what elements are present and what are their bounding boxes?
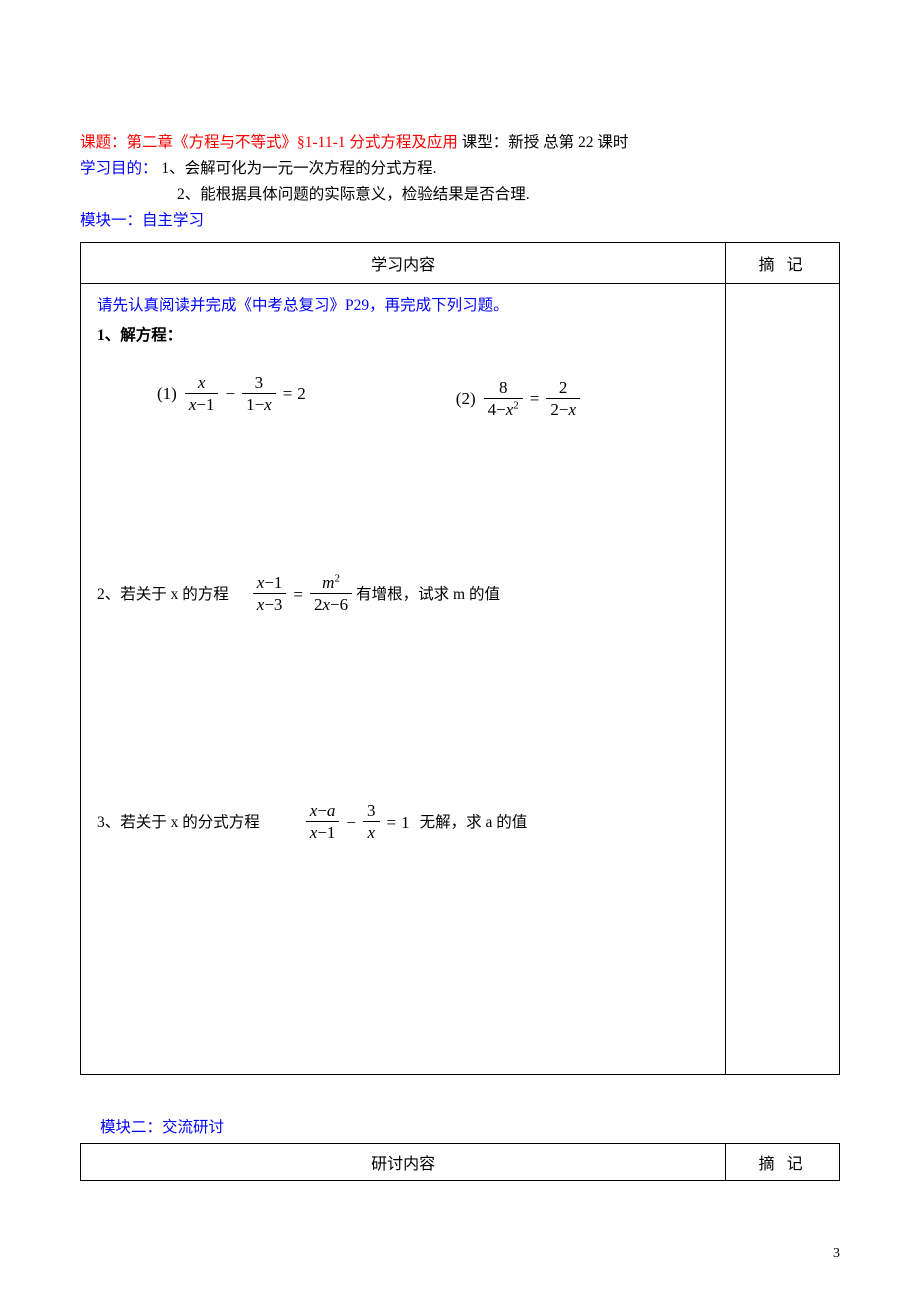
q2-f2-den-r: 6 — [340, 595, 349, 614]
col-content-header: 学习内容 — [81, 243, 726, 284]
eq2-f2-num: 2 — [559, 378, 568, 397]
page-number: 3 — [833, 1246, 840, 1262]
discussion-table: 研讨内容 摘 记 — [80, 1143, 840, 1181]
objectives-line-1: 学习目的： 1、会解可化为一元一次方程的分式方程. — [80, 156, 840, 182]
eq2-f2-den-r: x — [568, 400, 576, 419]
eq1-rhs: 2 — [297, 382, 306, 406]
workspace-gap-1 — [97, 428, 709, 573]
q2-f1-den-op: − — [264, 595, 274, 614]
eq2-f2-den-l: 2 — [550, 400, 559, 419]
q2-pre: 2、若关于 x 的方程 — [97, 583, 229, 607]
q2-f2-den-var: x — [323, 595, 331, 614]
table-header-row: 学习内容 摘 记 — [81, 243, 840, 284]
q2-f2-den-l: 2 — [314, 595, 323, 614]
q2-f1-num-r: 1 — [274, 573, 283, 592]
objective-2: 2、能根据具体问题的实际意义，检验结果是否合理. — [80, 182, 840, 208]
q3-rhs: 1 — [401, 811, 410, 835]
eq2-eq: = — [525, 387, 545, 411]
table-body-row: 请先认真阅读并完成《中考总复习》P29，再完成下列习题。 1、解方程： (1) … — [81, 284, 840, 1075]
study-table: 学习内容 摘 记 请先认真阅读并完成《中考总复习》P29，再完成下列习题。 1、… — [80, 242, 840, 1075]
q2-f2-num-exp: 2 — [334, 572, 340, 584]
q2-frac2: m2 2x−6 — [310, 573, 352, 616]
eq1-f1-den-op: − — [196, 395, 206, 414]
eq1-f2-den-op: − — [255, 395, 265, 414]
q3-f1-num-op: − — [317, 801, 327, 820]
eq2-f1-den-r-exp: 2 — [513, 399, 519, 411]
eq1-f2-num: 3 — [255, 373, 264, 392]
q2-equation: x−1 x−3 = m2 2x−6 — [251, 573, 354, 616]
q3-frac2: 3 x — [363, 801, 380, 844]
eq1-eq: = — [278, 382, 298, 406]
q2-f2-den-op: − — [330, 595, 340, 614]
q2-eq-sign: = — [288, 583, 308, 607]
eq2-frac1: 8 4−x2 — [484, 378, 523, 421]
col2-content-header: 研讨内容 — [81, 1144, 726, 1181]
q3-f1-den-r: 1 — [327, 823, 336, 842]
q3-f2-num: 3 — [367, 801, 376, 820]
q1-label: 1、解方程： — [97, 324, 709, 348]
eq1-f1-den-r: 1 — [206, 395, 215, 414]
q3-eq-sign: = — [382, 811, 402, 835]
eq2-frac2: 2 2−x — [546, 378, 580, 421]
content-cell: 请先认真阅读并完成《中考总复习》P29，再完成下列习题。 1、解方程： (1) … — [81, 284, 726, 1075]
module2-label: 模块二：交流研讨 — [100, 1115, 840, 1137]
eq1-minus: − — [220, 382, 240, 406]
eq2-f1-num: 8 — [499, 378, 508, 397]
q3-equation: x−a x−1 − 3 x = 1 — [304, 801, 410, 844]
eq1-frac1: x x−1 — [185, 373, 219, 416]
eq1-f1-num: x — [198, 373, 206, 392]
q2-line: 2、若关于 x 的方程 x−1 x−3 = m2 2x−6 有增根，试求 m 的… — [97, 573, 709, 616]
q2-f1-num-op: − — [264, 573, 274, 592]
eq2-f1-den-op: − — [496, 400, 506, 419]
workspace-gap-2 — [97, 616, 709, 801]
q2-frac1: x−1 x−3 — [253, 573, 287, 616]
title-black-tail: 课型：新授 总第 22 课时 — [458, 134, 629, 151]
eq1-label: (1) — [157, 382, 177, 406]
q3-f2-den: x — [367, 823, 375, 842]
workspace-gap-3 — [97, 844, 709, 1054]
eq1-frac2: 3 1−x — [242, 373, 276, 416]
q3-f1-den-op: − — [317, 823, 327, 842]
table2-header-row: 研讨内容 摘 记 — [81, 1144, 840, 1181]
q2-f2-num-base: m — [322, 573, 334, 592]
eq2-f2-den-op: − — [559, 400, 569, 419]
q3-line: 3、若关于 x 的分式方程 x−a x−1 − 3 x = 1 — [97, 801, 709, 844]
q3-post: 无解，求 a 的值 — [420, 811, 528, 835]
objectives-label: 学习目的： — [80, 160, 158, 177]
page: 课题：第二章《方程与不等式》§1-11-1 分式方程及应用 课型：新授 总第 2… — [0, 0, 920, 1302]
objective-1: 1、会解可化为一元一次方程的分式方程. — [158, 160, 437, 177]
eq2-label: (2) — [456, 387, 476, 411]
equation-row-1: (1) x x−1 − 3 1−x = 2 — [97, 366, 709, 422]
equation-2: (2) 8 4−x2 = 2 2−x — [456, 376, 582, 422]
instruction-line: 请先认真阅读并完成《中考总复习》P29，再完成下列习题。 — [97, 294, 709, 318]
eq2-f1-den-l: 4 — [488, 400, 497, 419]
q3-pre: 3、若关于 x 的分式方程 — [97, 811, 260, 835]
title-red: 课题：第二章《方程与不等式》§1-11-1 分式方程及应用 — [80, 134, 458, 151]
q2-post: 有增根，试求 m 的值 — [356, 583, 500, 607]
eq1-f2-den-l: 1 — [246, 395, 255, 414]
col2-notes-header: 摘 记 — [726, 1144, 840, 1181]
q3-f1-num-r: a — [327, 801, 336, 820]
module1-label: 模块一：自主学习 — [80, 208, 840, 234]
q3-minus: − — [341, 811, 361, 835]
equation-1: (1) x x−1 − 3 1−x = 2 — [157, 366, 306, 422]
eq1-f2-den-r: x — [264, 395, 272, 414]
q3-frac1: x−a x−1 — [306, 801, 340, 844]
col-notes-header: 摘 记 — [726, 243, 840, 284]
notes-cell — [726, 284, 840, 1075]
header-line-1: 课题：第二章《方程与不等式》§1-11-1 分式方程及应用 课型：新授 总第 2… — [80, 130, 840, 156]
q2-f1-den-r: 3 — [274, 595, 283, 614]
